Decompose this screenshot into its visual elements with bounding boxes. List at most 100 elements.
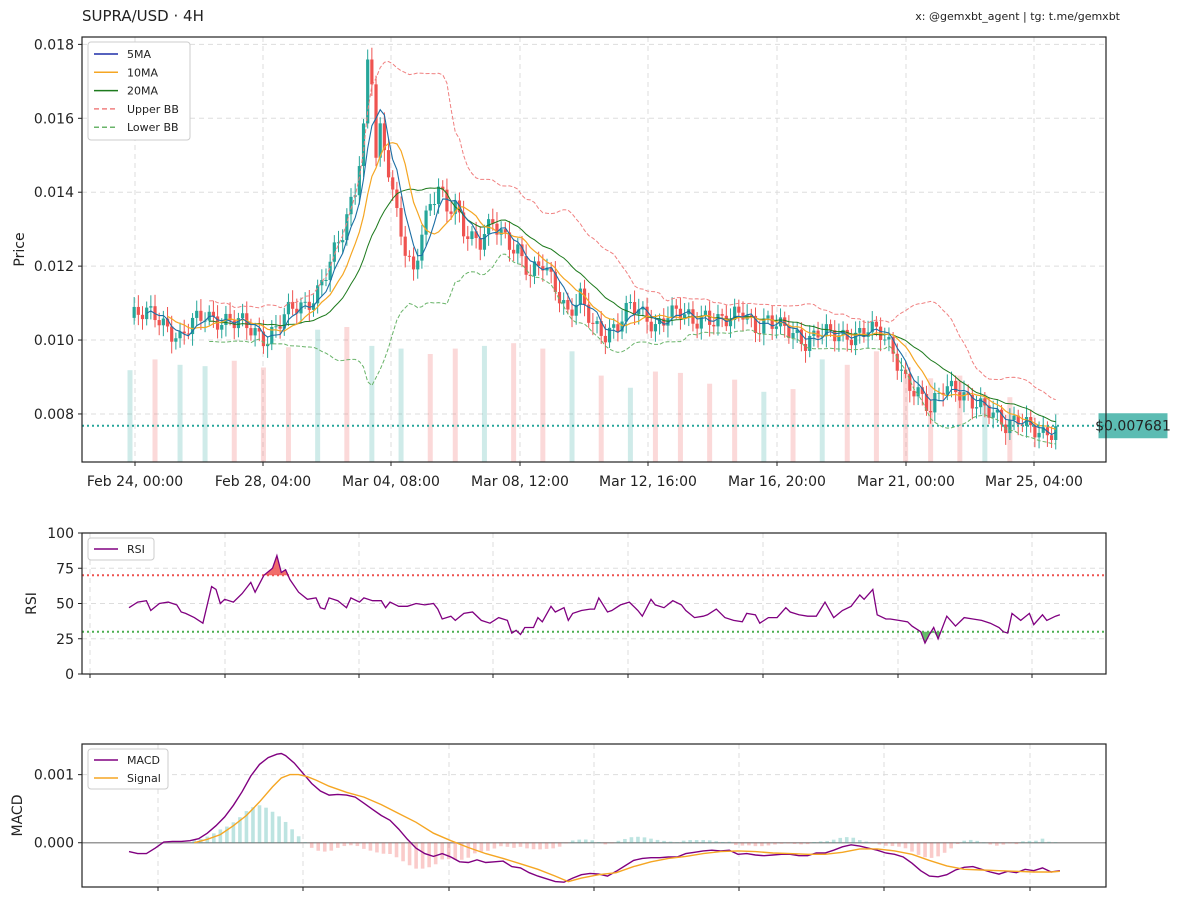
- candle-down: [370, 59, 374, 85]
- chart-title: SUPRA/USD · 4H: [82, 7, 204, 25]
- legend-label: 5MA: [127, 48, 151, 61]
- candle-down: [553, 271, 557, 292]
- ma5-line: [146, 108, 1056, 436]
- candle-up: [870, 321, 874, 333]
- candle-down: [649, 321, 653, 332]
- candle-up: [837, 335, 841, 342]
- macd-hist-up: [831, 839, 836, 843]
- macd-hist-up: [225, 826, 229, 843]
- ma20-line: [209, 187, 1056, 423]
- candle-down: [874, 321, 879, 327]
- candle-up: [1008, 420, 1012, 434]
- macd-hist-down: [942, 842, 947, 853]
- candle-down: [674, 305, 678, 309]
- candle-down: [987, 405, 991, 418]
- macd-hist-up: [975, 840, 980, 843]
- candle-down: [970, 394, 974, 409]
- candle-down: [170, 326, 174, 342]
- candle-up: [1037, 432, 1041, 438]
- macd-hist-down: [505, 842, 510, 847]
- macd-hist-down: [486, 842, 490, 851]
- macd-hist-up: [851, 837, 856, 843]
- macd-hist-up: [981, 842, 986, 844]
- candle-up: [253, 328, 257, 336]
- macd-hist-up: [238, 817, 242, 843]
- macd-hist-down: [322, 842, 327, 852]
- macd-hist-down: [884, 842, 888, 846]
- macd-hist-down: [394, 842, 399, 858]
- macd-hist-down: [479, 842, 484, 852]
- candle-up: [979, 398, 983, 408]
- macd-hist-down: [414, 842, 418, 869]
- price-tag-box: [1098, 413, 1168, 439]
- macd-hist-down: [955, 842, 960, 845]
- macd-hist-up: [675, 842, 679, 843]
- candle-down: [566, 300, 570, 310]
- candle-up: [733, 306, 737, 320]
- macd-hist-down: [342, 842, 347, 847]
- candle-up: [562, 300, 566, 304]
- legend-label: 20MA: [127, 85, 158, 98]
- macd-hist-up: [577, 839, 582, 843]
- candle-up: [336, 242, 341, 244]
- macd-legend-label: MACD: [127, 754, 160, 767]
- candle-down: [466, 236, 470, 239]
- macd-frame: [81, 743, 1107, 888]
- candle-up: [316, 285, 320, 304]
- candle-up: [628, 302, 632, 304]
- macd-hist-up: [812, 842, 816, 843]
- macd-hist-up: [290, 829, 294, 843]
- candle-up: [916, 387, 920, 397]
- candle-down: [891, 336, 895, 354]
- legend-box: [87, 41, 191, 141]
- rsi-legend: RSI: [87, 537, 155, 561]
- candle-down: [382, 123, 386, 151]
- macd-hist-up: [707, 840, 712, 843]
- candle-down: [712, 324, 716, 327]
- candle-down: [512, 249, 516, 254]
- price-plot-area: [127, 47, 1058, 462]
- candle-up: [220, 324, 224, 330]
- candle-down: [924, 393, 929, 412]
- candle-up: [328, 261, 332, 280]
- macd-hist-up: [636, 836, 640, 843]
- rsi-panel: 0 25 50 75 100 RSI RSI: [24, 526, 1107, 683]
- macd-hist-up: [1040, 838, 1045, 843]
- candle-down: [849, 339, 854, 346]
- candle-up: [620, 321, 624, 332]
- candle-down: [257, 328, 261, 332]
- candle-up: [190, 317, 195, 335]
- macd-hist-up: [668, 841, 673, 843]
- rsi-plot-area: [128, 553, 1061, 645]
- candle-up: [499, 229, 503, 235]
- candle-down: [591, 322, 595, 324]
- candle-up: [933, 393, 937, 413]
- candle-down: [374, 84, 378, 158]
- candle-down: [182, 331, 186, 334]
- candle-up: [236, 318, 241, 329]
- candle-up: [545, 267, 549, 271]
- macd-legend-box: [87, 748, 169, 790]
- macd-hist-down: [525, 842, 529, 849]
- candle-down: [474, 231, 478, 239]
- macd-hist-down: [890, 842, 895, 847]
- volume-bar-down: [677, 372, 683, 462]
- candle-up: [320, 280, 324, 286]
- candle-up: [482, 234, 487, 250]
- macd-hist-down: [518, 842, 523, 847]
- macd-hist-up: [681, 840, 686, 843]
- legend-label: 10MA: [127, 66, 158, 79]
- candle-down: [462, 212, 466, 237]
- macd-hist-up: [818, 841, 823, 843]
- candle-down: [770, 315, 774, 329]
- candle-up: [274, 326, 278, 328]
- macd-hist-down: [1001, 842, 1006, 845]
- candle-up: [240, 313, 245, 319]
- macd-hist-down: [433, 842, 438, 865]
- candle-up: [716, 314, 720, 327]
- price-ytick-label: 0.016: [34, 111, 74, 127]
- macd-hist-down: [381, 842, 386, 854]
- volume-bar-down: [652, 371, 658, 462]
- price-xtick-label: Mar 08, 12:00: [471, 474, 569, 490]
- candle-up: [357, 166, 361, 196]
